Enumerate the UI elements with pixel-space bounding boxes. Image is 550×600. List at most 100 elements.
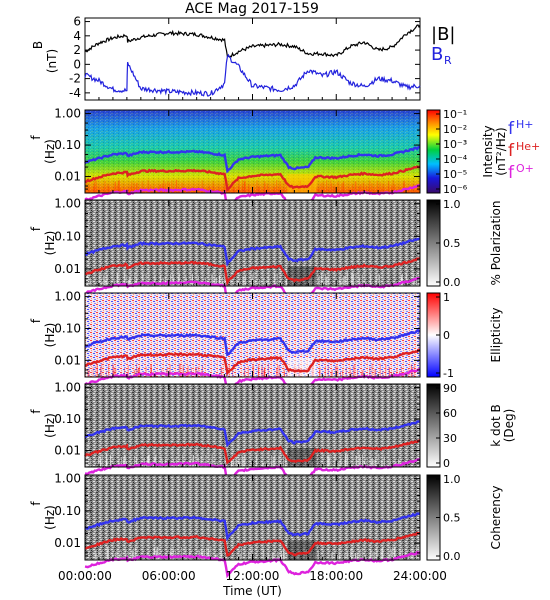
fhe-line: [84, 531, 421, 557]
br-series-line: [84, 53, 421, 97]
colorbar-tick-label: 0.5: [443, 237, 461, 250]
legend-br: B: [431, 44, 443, 65]
colorbar-tick-label: 60: [443, 407, 457, 420]
freq-ylabel: f: [29, 409, 43, 414]
colorbar-tick-label: 0.0: [443, 550, 461, 563]
y-tick-label: 0.01: [54, 536, 81, 550]
x-tick-label: 18:00:00: [309, 569, 363, 583]
colorbar-tick-label: 0.5: [443, 512, 461, 525]
panel-k-dot-b: 1.00 0.10 0.01 f(Hz) 90 60 30 0 k dot B (Deg): [29, 381, 516, 486]
legend-fo-sub: O+: [516, 162, 534, 175]
colorbar-tick-label: 10⁻⁴: [443, 153, 468, 166]
panel-ellipticity: 1.00 0.10 0.01 f(Hz) 1 0 -1 Ellipticity: [29, 290, 503, 394]
y-tick-label: 4: [73, 29, 81, 43]
y-tick-label: 0.10: [54, 229, 81, 243]
colorbar-label: % Polarization: [489, 201, 503, 286]
colorbar-tick-label: 0: [443, 457, 450, 470]
x-tick-label: 00:00:00: [58, 569, 112, 583]
y-tick-label: 0.10: [54, 412, 81, 426]
y-tick-label: 1.00: [54, 107, 81, 121]
freq-ylabel: f: [29, 318, 43, 323]
legend-fo: f: [508, 163, 515, 183]
fh-line: [84, 237, 421, 267]
freq-ylabel: f: [29, 226, 43, 231]
colorbar-tick-label: 1: [443, 291, 450, 304]
y-tick-label: 1.00: [54, 197, 81, 211]
y-tick-label: 1.00: [54, 290, 81, 304]
freq-yunit: (Hz): [43, 505, 57, 530]
panel-coherency: 1.00 0.10 0.01 f(Hz) 1.0 0.5 0.0 Coherency: [29, 472, 503, 579]
fh-line: [84, 420, 421, 448]
y-tick-label: 0.01: [54, 170, 81, 184]
colorbar: [426, 383, 441, 468]
freq-yunit: (Hz): [43, 139, 57, 164]
panel-polarization: 1.00 0.10 0.01 f(Hz) 1.0 0.5 0.0 % Polarization: [29, 197, 503, 306]
chart-title: ACE Mag 2017-159: [185, 1, 319, 17]
x-axis-label: Time (UT): [222, 584, 282, 598]
colorbar-tick-label: 0.0: [443, 276, 461, 289]
freq-ylabel: f: [29, 501, 43, 506]
freq-yunit: (Hz): [43, 323, 57, 348]
y-tick-label: 0.10: [54, 138, 81, 152]
fh-line: [84, 329, 421, 357]
panel-intensity: 1.00 0.10 0.01 f(Hz) 10⁻¹ 10⁻² 10⁻³ 10⁻⁴ 10⁻⁵ 10⁻…: [29, 107, 508, 211]
b-yunit: (nT): [45, 49, 59, 73]
legend-fhe-sub: He+: [516, 140, 540, 153]
colorbar-tick-label: 0: [443, 329, 450, 342]
legend-fh-sub: H+: [516, 118, 534, 131]
colorbar-unit: (Deg): [502, 409, 516, 443]
colorbar-tick-label: 1.0: [443, 473, 461, 486]
fhe-line: [84, 257, 421, 287]
colorbar: [426, 109, 441, 194]
fhe-line: [84, 439, 421, 465]
heatmap-event-region: [287, 266, 317, 286]
y-tick-label: 0.10: [54, 321, 81, 335]
fh-line: [84, 512, 421, 542]
freq-yunit: (Hz): [43, 231, 57, 256]
colorbar-label: Ellipticity: [489, 308, 503, 363]
fh-line: [84, 145, 421, 174]
bmag-series-line: [84, 24, 421, 58]
colorbar-label: Coherency: [489, 485, 503, 549]
heatmap-event-region: [287, 357, 317, 377]
colorbar-tick-label: 10⁻⁵: [443, 168, 467, 181]
freq-ylabel: f: [29, 135, 43, 140]
legend-fhe: f: [508, 141, 515, 161]
legend-br-sub: R: [444, 54, 452, 67]
colorbar-tick-label: 90: [443, 382, 457, 395]
fhe-line: [84, 165, 421, 193]
legend-fh: f: [508, 119, 515, 139]
y-tick-label: 6: [73, 15, 81, 29]
heatmap-texture: [85, 384, 420, 467]
b-field-plot-frame: [84, 17, 421, 101]
heatmap-event-region: [287, 448, 317, 467]
fhe-line: [84, 348, 421, 376]
y-tick-label: 0.01: [54, 262, 81, 276]
legend-bmag: |B|: [431, 24, 455, 45]
colorbar-label: k dot B: [489, 404, 503, 446]
x-tick-label: 06:00:00: [142, 569, 196, 583]
heatmap-event-region: [287, 174, 317, 193]
y-tick-label: -4: [69, 86, 81, 100]
y-tick-label: 0.10: [54, 504, 81, 518]
freq-yunit: (Hz): [43, 413, 57, 438]
colorbar-label: Intensity: [481, 125, 495, 177]
colorbar-tick-label: 30: [443, 432, 457, 445]
colorbar-tick-label: 10⁻⁶: [443, 183, 468, 196]
y-tick-label: 2: [73, 43, 81, 57]
y-tick-label: 1.00: [54, 381, 81, 395]
y-tick-label: -2: [69, 72, 81, 86]
colorbar-tick-label: 10⁻²: [443, 123, 467, 136]
colorbar-tick-label: 10⁻³: [443, 138, 467, 151]
y-tick-label: 1.00: [54, 472, 81, 486]
colorbar-tick-label: 1.0: [443, 198, 461, 211]
colorbar-unit: (nT²/Hz): [494, 127, 508, 175]
b-ylabel: B: [31, 41, 45, 49]
heatmap-event-region: [287, 540, 317, 560]
y-tick-label: 0: [73, 57, 81, 71]
x-tick-label: 24:00:00: [393, 569, 447, 583]
heatmap-texture: [85, 293, 420, 377]
y-tick-label: 0.01: [54, 353, 81, 367]
colorbar-tick-label: -1: [443, 367, 454, 380]
